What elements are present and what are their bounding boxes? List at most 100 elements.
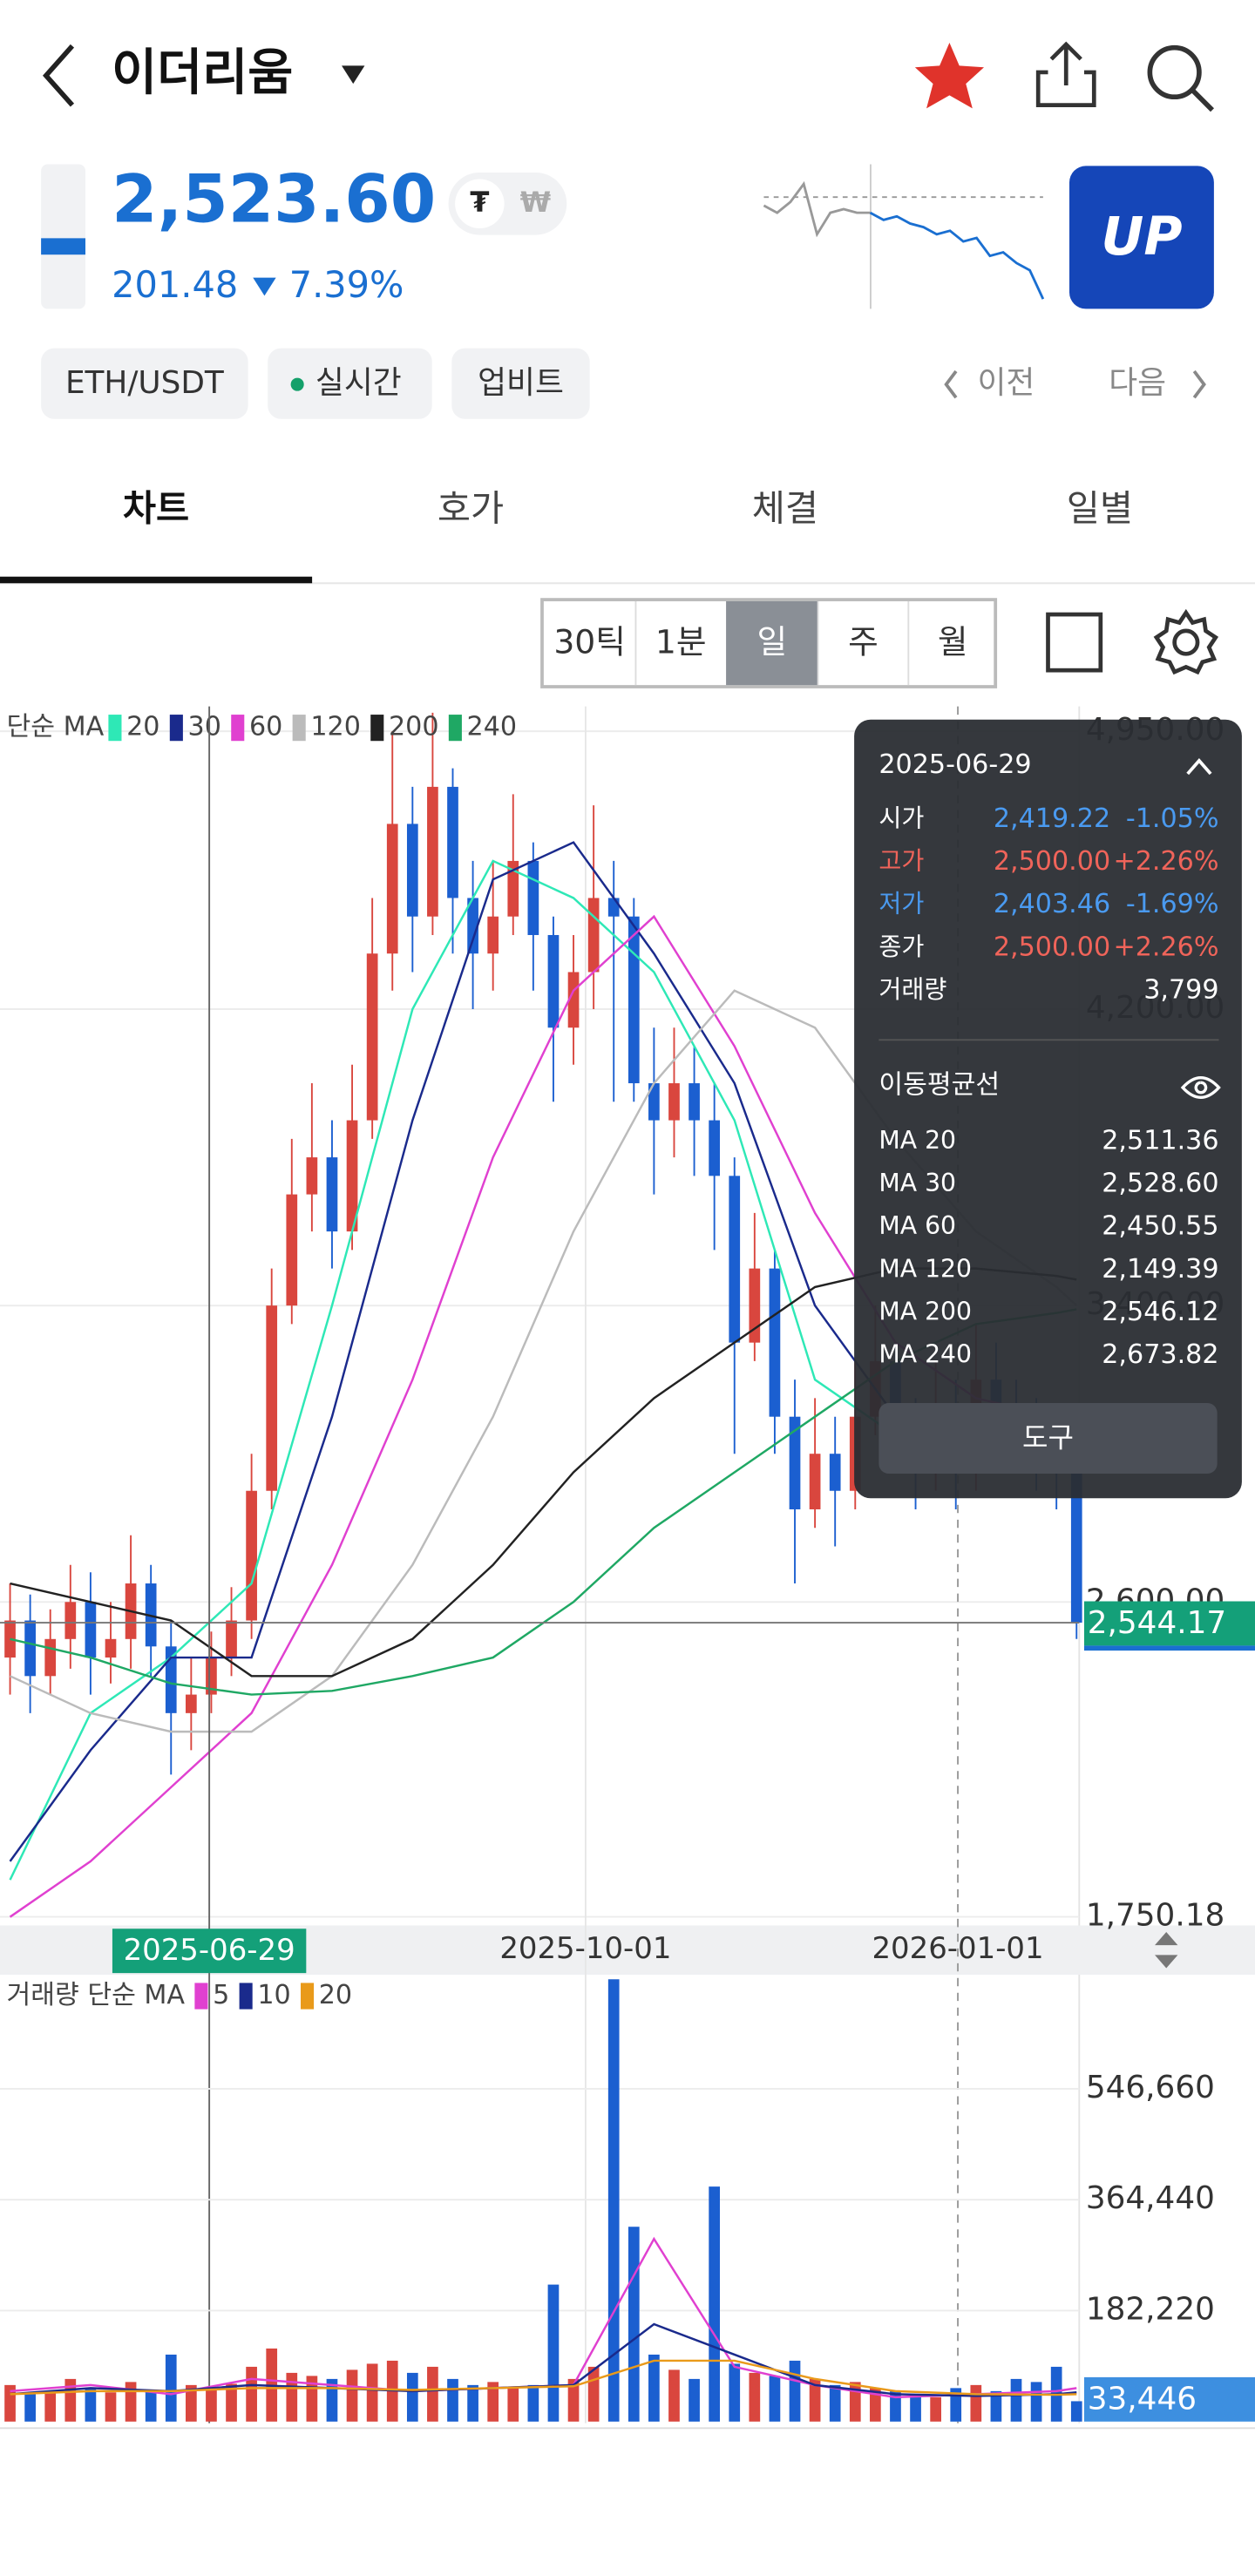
tooltip-value: 2,403.46 (994, 889, 1110, 919)
candle-body (366, 953, 378, 1121)
legend-swatch (194, 1983, 208, 2010)
candle-body (24, 1620, 36, 1677)
settings[interactable] (1153, 608, 1219, 675)
prev[interactable]: 이전 (977, 365, 1035, 401)
title: 이더리움 (112, 44, 293, 101)
price-change: 201.48 (112, 264, 238, 306)
legend-swatch (108, 715, 122, 742)
share[interactable] (1035, 41, 1096, 108)
legend-title: 단순 MA (7, 712, 105, 742)
volume-bar (467, 2384, 478, 2422)
candle-body (165, 1646, 177, 1713)
volume-chart: 546,660 364,440 182,220 거래량 단순 MA 5 10 20 33,44… (0, 1979, 1255, 2422)
legend-swatch (448, 715, 462, 742)
legend-swatch (292, 715, 306, 742)
volume-bar (970, 2384, 982, 2422)
volume-bar (286, 2372, 298, 2422)
tooltip-change: +2.26% (1113, 846, 1218, 877)
live-dot (290, 377, 304, 391)
tool-button[interactable] (878, 1402, 1218, 1474)
tool-button-label: 도구 (1022, 1420, 1074, 1454)
tooltip-label: 시가 (878, 804, 924, 833)
tooltip-label: 저가 (878, 890, 924, 919)
tooltip-ma-value: 2,673.82 (1102, 1339, 1218, 1370)
candle-body (185, 1694, 197, 1713)
favorite[interactable] (914, 43, 985, 109)
tab[interactable]: 차트 (123, 487, 189, 529)
x-tick-label: 2026-01-01 (872, 1932, 1043, 1966)
x-tick-label: 2025-10-01 (499, 1932, 671, 1966)
period[interactable]: 월 (938, 622, 968, 661)
tooltip-value: 3,799 (1143, 974, 1218, 1005)
period-selector: 30틱 1분 일 주 월 (540, 598, 998, 688)
candle-body (105, 1638, 117, 1658)
tab[interactable]: 일별 (1067, 487, 1133, 529)
period[interactable]: 30틱 (553, 622, 626, 661)
layout-icon[interactable] (1046, 612, 1103, 673)
legend-label: 60 (249, 712, 282, 742)
legend-label: 10 (257, 1980, 290, 2010)
candle-body (44, 1638, 57, 1677)
candle-body (709, 1120, 721, 1176)
volume-bar (206, 2388, 217, 2422)
tooltip-ma-label: MA 20 (878, 1126, 956, 1155)
candle-body (689, 1083, 700, 1121)
volume-bar (689, 2378, 700, 2422)
volume-bar (668, 2369, 680, 2422)
back-button[interactable] (42, 44, 75, 107)
candle-body (547, 934, 560, 1028)
volume-bar (870, 2388, 881, 2422)
candle-body (567, 972, 580, 1028)
period[interactable]: 일 (757, 622, 788, 661)
volume-bar (85, 2388, 97, 2422)
resize-icon[interactable] (1155, 1932, 1178, 1969)
volume-bar (105, 2392, 117, 2422)
logo-text: UP (1101, 207, 1182, 268)
dropdown[interactable] (342, 65, 365, 85)
volume-bar (648, 2354, 660, 2422)
tooltip-ma-value: 2,528.60 (1102, 1169, 1218, 1199)
legend-label: 200 (389, 712, 439, 742)
tab[interactable]: 호가 (438, 487, 504, 529)
candle-body (467, 898, 478, 954)
legend-label: 240 (467, 712, 518, 742)
period[interactable]: 주 (848, 622, 878, 661)
legend-label: 20 (126, 712, 159, 742)
chip[interactable] (268, 348, 432, 419)
chip[interactable] (41, 348, 248, 419)
volume-bar (346, 2369, 358, 2422)
volume-bar (246, 2366, 257, 2422)
volume-bar (749, 2372, 761, 2422)
tooltip-value: 2,500.00 (994, 846, 1110, 877)
candle-body (1070, 1472, 1082, 1624)
legend-swatch (169, 715, 183, 742)
volume-bar (507, 2388, 519, 2422)
crosshair-box (112, 1929, 307, 1974)
y-tick-label: 364,440 (1086, 2180, 1215, 2216)
tooltip-ma-title: 이동평균선 (878, 1070, 1000, 1101)
candle-body (749, 1268, 761, 1343)
legend-label: 5 (213, 1980, 229, 2010)
candle-body (427, 786, 438, 917)
next[interactable]: 다음 (1109, 365, 1166, 401)
volume-bar (930, 2396, 941, 2422)
tab[interactable]: 체결 (752, 487, 818, 529)
tooltip-value: 2,419.22 (994, 803, 1110, 834)
search[interactable] (1147, 44, 1214, 112)
candle-body (4, 1620, 16, 1658)
tooltip-label: 종가 (878, 932, 924, 961)
eye-icon[interactable] (1180, 1076, 1221, 1099)
period[interactable]: 1분 (655, 622, 707, 661)
candle-body (64, 1602, 77, 1639)
volume-bar (145, 2390, 157, 2422)
tooltip-label: 거래량 (878, 975, 946, 1004)
volume-bar (729, 2363, 741, 2422)
tooltip-box (854, 719, 1242, 1499)
candle-body (628, 916, 640, 1084)
range-marker (41, 238, 86, 255)
collapse[interactable] (1186, 757, 1212, 776)
legend-label: 120 (310, 712, 361, 742)
down-arrow (253, 277, 276, 296)
chip[interactable] (451, 348, 590, 419)
